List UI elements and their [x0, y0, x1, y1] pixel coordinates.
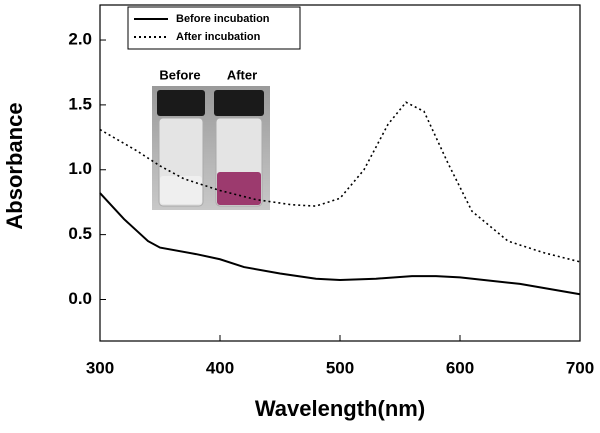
x-tick-label: 700 — [566, 358, 594, 377]
y-axis-label: Absorbance — [2, 102, 27, 229]
x-tick-label: 600 — [446, 358, 474, 377]
data-line — [99, 192, 581, 296]
y-tick-label: 1.5 — [68, 94, 92, 113]
inset-photo — [152, 86, 270, 210]
data-line — [99, 101, 581, 263]
inset-label: Before — [159, 67, 200, 82]
x-axis-label: Wavelength(nm) — [255, 396, 425, 421]
legend — [127, 6, 301, 50]
x-tick-label: 400 — [206, 358, 234, 377]
y-tick-label: 0.0 — [68, 289, 92, 308]
x-tick-label: 300 — [86, 358, 114, 377]
y-tick-label: 0.5 — [68, 224, 92, 243]
y-tick-label: 2.0 — [68, 30, 92, 49]
y-tick-label: 1.0 — [68, 159, 92, 178]
inset-label: After — [227, 67, 257, 82]
x-tick-label: 500 — [326, 358, 354, 377]
legend-label: After incubation — [176, 31, 261, 43]
legend-label: Before incubation — [176, 13, 270, 25]
